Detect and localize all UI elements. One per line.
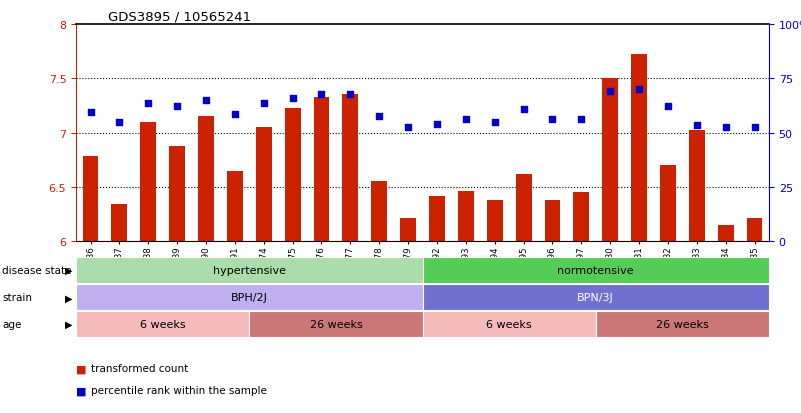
Text: BPN/3J: BPN/3J xyxy=(578,292,614,303)
Text: hypertensive: hypertensive xyxy=(213,265,286,275)
Point xyxy=(460,117,473,123)
Point xyxy=(690,122,703,129)
Bar xyxy=(111,205,127,242)
Point xyxy=(142,101,155,107)
Point xyxy=(84,109,97,116)
Bar xyxy=(718,225,734,242)
Bar xyxy=(516,174,532,242)
Point xyxy=(286,95,299,102)
Point xyxy=(401,124,414,131)
Bar xyxy=(169,146,185,242)
Bar xyxy=(372,182,387,242)
Bar xyxy=(227,171,243,242)
Point xyxy=(604,89,617,95)
Bar xyxy=(545,200,561,242)
Text: BPH/2J: BPH/2J xyxy=(231,292,268,303)
Text: ▶: ▶ xyxy=(65,319,72,330)
Text: ▶: ▶ xyxy=(65,265,72,275)
Bar xyxy=(429,196,445,242)
Bar xyxy=(458,192,473,242)
Point xyxy=(171,104,183,111)
Point xyxy=(575,117,588,123)
Point xyxy=(748,124,761,131)
Text: normotensive: normotensive xyxy=(557,265,634,275)
Bar xyxy=(400,219,416,242)
Bar xyxy=(284,108,300,242)
Text: ■: ■ xyxy=(76,385,87,395)
Point xyxy=(719,124,732,131)
Bar xyxy=(602,79,618,242)
Text: transformed count: transformed count xyxy=(91,363,187,373)
Bar xyxy=(631,55,647,242)
Point xyxy=(199,97,212,104)
Point xyxy=(257,101,270,107)
Bar xyxy=(747,219,763,242)
Bar xyxy=(689,131,705,242)
Bar xyxy=(487,200,503,242)
Text: age: age xyxy=(2,319,22,330)
Point xyxy=(633,87,646,93)
Point xyxy=(315,92,328,99)
Point xyxy=(431,121,444,128)
Point xyxy=(546,117,559,123)
Bar xyxy=(342,95,358,242)
Point xyxy=(489,119,501,126)
Text: 6 weeks: 6 weeks xyxy=(140,319,186,330)
Bar xyxy=(574,193,590,242)
Bar xyxy=(198,117,214,242)
Bar xyxy=(83,157,99,242)
Text: 26 weeks: 26 weeks xyxy=(656,319,709,330)
Text: GDS3895 / 10565241: GDS3895 / 10565241 xyxy=(108,10,252,23)
Text: strain: strain xyxy=(2,292,32,303)
Text: percentile rank within the sample: percentile rank within the sample xyxy=(91,385,267,395)
Bar xyxy=(256,128,272,242)
Point xyxy=(372,114,385,120)
Text: ▶: ▶ xyxy=(65,292,72,303)
Point xyxy=(228,112,241,118)
Bar xyxy=(660,166,676,242)
Bar xyxy=(140,122,156,242)
Point xyxy=(517,106,530,113)
Text: 6 weeks: 6 weeks xyxy=(486,319,532,330)
Point xyxy=(662,104,674,111)
Bar xyxy=(313,97,329,242)
Point xyxy=(113,119,126,126)
Text: ■: ■ xyxy=(76,363,87,373)
Text: disease state: disease state xyxy=(2,265,72,275)
Point xyxy=(344,92,356,99)
Text: 26 weeks: 26 weeks xyxy=(309,319,362,330)
